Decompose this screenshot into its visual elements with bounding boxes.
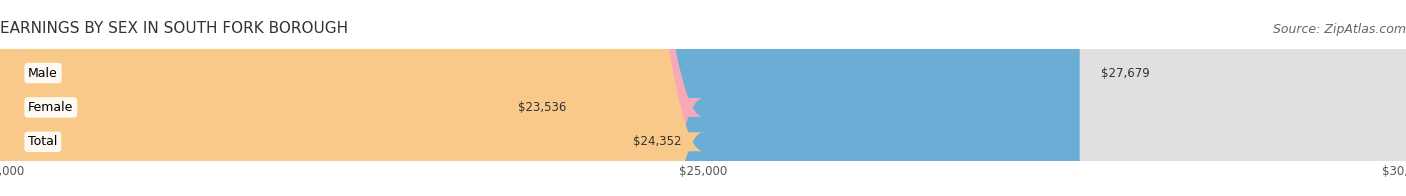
Text: EARNINGS BY SEX IN SOUTH FORK BOROUGH: EARNINGS BY SEX IN SOUTH FORK BOROUGH [0, 21, 349, 36]
Text: $24,352: $24,352 [633, 135, 682, 148]
FancyBboxPatch shape [0, 0, 703, 196]
FancyBboxPatch shape [0, 0, 1080, 196]
FancyBboxPatch shape [0, 0, 703, 196]
Text: Female: Female [28, 101, 73, 114]
Text: Male: Male [28, 67, 58, 80]
Text: Source: ZipAtlas.com: Source: ZipAtlas.com [1272, 23, 1406, 36]
Text: $23,536: $23,536 [519, 101, 567, 114]
Text: $27,679: $27,679 [1101, 67, 1150, 80]
Text: Total: Total [28, 135, 58, 148]
